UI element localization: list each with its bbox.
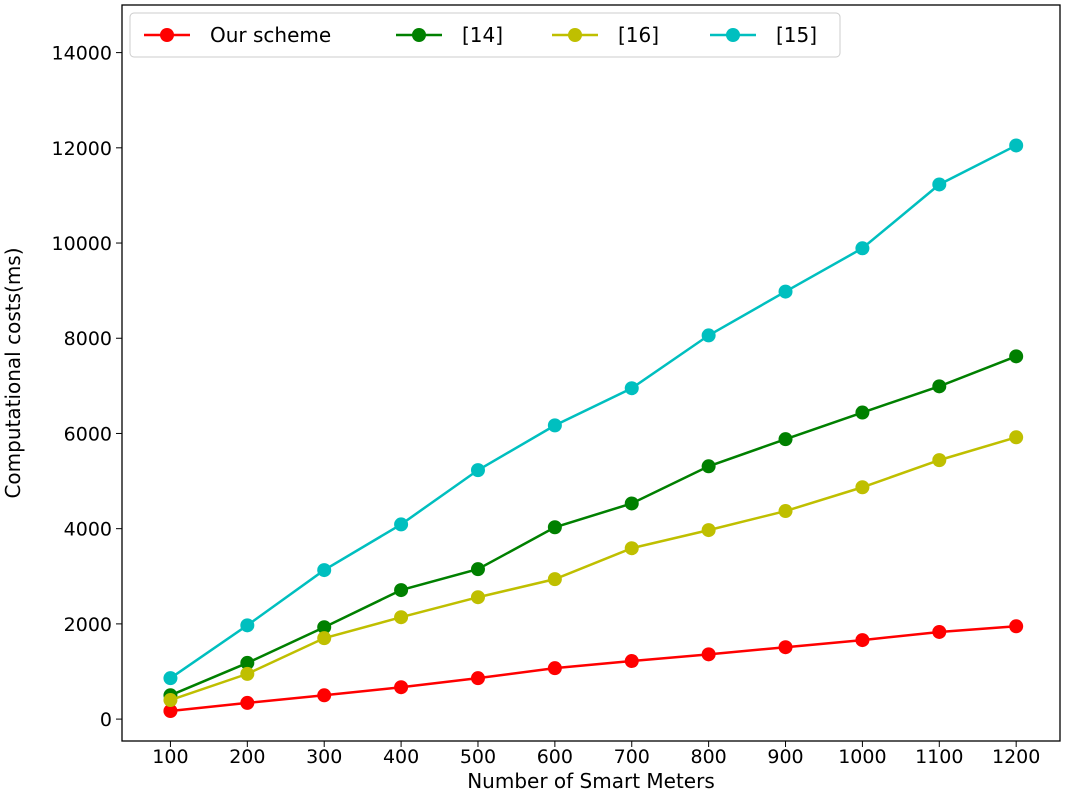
y-tick-label: 6000 [64,423,112,445]
data-point [394,583,409,598]
data-point [855,405,870,420]
data-point [240,618,255,633]
data-point [855,241,870,256]
data-point [240,666,255,681]
legend-label: [14] [462,23,503,47]
y-tick-label: 14000 [52,43,112,65]
x-tick-label: 1200 [992,746,1040,768]
x-axis-label: Number of Smart Meters [467,769,715,790]
x-tick-label: 500 [460,746,496,768]
data-point [624,496,639,511]
data-point [317,631,332,646]
x-tick-label: 800 [691,746,727,768]
data-point [778,640,793,655]
x-tick-label: 900 [767,746,803,768]
y-axis-label: Computational costs(ms) [1,247,25,498]
x-ticks: 100 200 300 400 500 600 700 800 900 1000 1100 1200 [152,741,1040,768]
y-tick-label: 8000 [64,328,112,350]
x-tick-label: 700 [614,746,650,768]
x-tick-label: 200 [229,746,265,768]
data-point [932,379,947,394]
x-tick-label: 300 [306,746,342,768]
series-line [169,355,1017,697]
series-line [170,625,1017,713]
data-point [547,661,562,676]
data-point [317,688,332,703]
data-point [547,520,562,535]
data-point [701,459,716,474]
data-point [624,541,639,556]
data-point [394,680,409,695]
data-point [470,590,485,605]
legend-marker [160,28,174,42]
data-point [1009,138,1024,153]
y-ticks: 0 2000 4000 6000 8000 10000 12000 14000 [52,43,122,731]
data-point [163,671,178,686]
y-tick-label: 12000 [52,138,112,160]
plot-frame [121,4,1061,742]
legend-label: Our scheme [210,23,331,47]
data-point [624,654,639,669]
data-point [240,655,255,670]
y-tick-label: 2000 [64,614,112,636]
x-tick-label: 1100 [915,746,963,768]
legend: Our scheme [14] [16] [15] [129,12,841,58]
x-tick-label: 600 [537,746,573,768]
data-point [317,563,332,578]
data-point [932,177,947,192]
legend-box [129,12,841,58]
data-point [163,704,178,719]
data-point [932,624,947,639]
series-line [169,144,1017,680]
data-point [547,418,562,433]
legend-label: [15] [776,23,817,47]
data-point [240,695,255,710]
data-point [470,463,485,478]
data-point [1009,430,1024,445]
x-tick-label: 400 [383,746,419,768]
data-point [701,328,716,343]
data-point [1009,349,1024,364]
legend-marker [568,28,582,42]
data-point [317,620,332,635]
data-point [932,453,947,468]
data-point [701,647,716,662]
x-tick-label: 1000 [838,746,886,768]
data-point [778,284,793,299]
series-line [170,436,1017,702]
data-point [624,381,639,396]
data-point [163,693,178,708]
x-tick-label: 100 [152,746,188,768]
data-point [394,517,409,532]
data-point [394,610,409,625]
data-point [855,480,870,495]
data-point [470,562,485,577]
data-point [701,523,716,538]
data-point [778,432,793,447]
legend-marker [726,28,740,42]
data-point [778,504,793,519]
data-point [470,671,485,686]
y-tick-label: 0 [100,709,112,731]
data-point [1009,619,1024,634]
legend-marker [412,28,426,42]
data-point [855,633,870,648]
y-tick-label: 10000 [52,233,112,255]
plot-area [163,138,1024,719]
legend-label: [16] [618,23,659,47]
y-tick-label: 4000 [64,519,112,541]
data-point [547,572,562,587]
